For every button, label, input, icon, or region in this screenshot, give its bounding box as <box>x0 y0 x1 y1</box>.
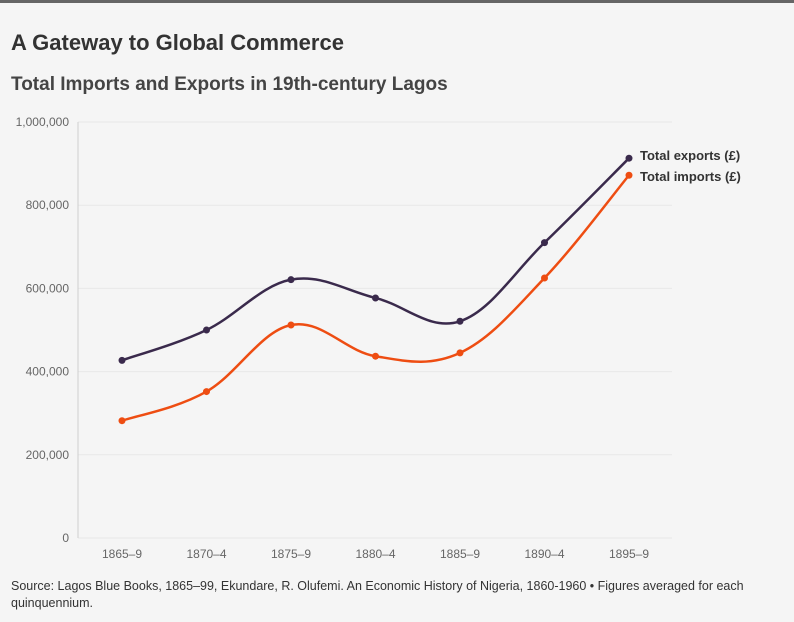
top-rule <box>0 0 794 3</box>
series-line-exports <box>121 157 630 362</box>
source-note: Source: Lagos Blue Books, 1865–99, Ekund… <box>11 579 744 610</box>
data-point-imports <box>287 321 295 329</box>
data-point-imports <box>625 171 633 179</box>
x-tick-label: 1885–9 <box>440 547 480 561</box>
data-point-imports <box>541 274 548 282</box>
data-point-imports <box>456 349 464 357</box>
x-tick-label: 1890–4 <box>524 547 564 561</box>
series-label-imports: Total imports (£) <box>640 169 741 184</box>
data-point-exports <box>456 317 464 325</box>
x-tick-label: 1870–4 <box>186 547 226 561</box>
x-tick-label: 1865–9 <box>102 547 142 561</box>
y-tick-label: 200,000 <box>26 448 70 462</box>
y-tick-label: 400,000 <box>26 365 70 379</box>
data-point-exports <box>287 276 295 284</box>
data-point-exports <box>625 154 633 162</box>
chart-subtitle: Total Imports and Exports in 19th-centur… <box>11 74 448 95</box>
series-label-exports: Total exports (£) <box>640 148 740 163</box>
data-point-exports <box>203 326 210 334</box>
data-point-exports <box>118 356 126 364</box>
y-tick-label: 0 <box>62 531 69 545</box>
data-point-exports <box>541 239 548 247</box>
y-tick-label: 800,000 <box>26 198 70 212</box>
x-tick-label: 1880–4 <box>355 547 395 561</box>
data-point-imports <box>372 352 379 360</box>
chart-title: A Gateway to Global Commerce <box>11 30 344 55</box>
y-tick-label: 600,000 <box>26 281 70 295</box>
y-tick-label: 1,000,000 <box>16 115 70 129</box>
x-tick-label: 1895–9 <box>609 547 649 561</box>
data-point-imports <box>203 388 210 396</box>
data-point-imports <box>118 417 126 425</box>
x-tick-label: 1875–9 <box>271 547 311 561</box>
data-point-exports <box>372 294 379 302</box>
